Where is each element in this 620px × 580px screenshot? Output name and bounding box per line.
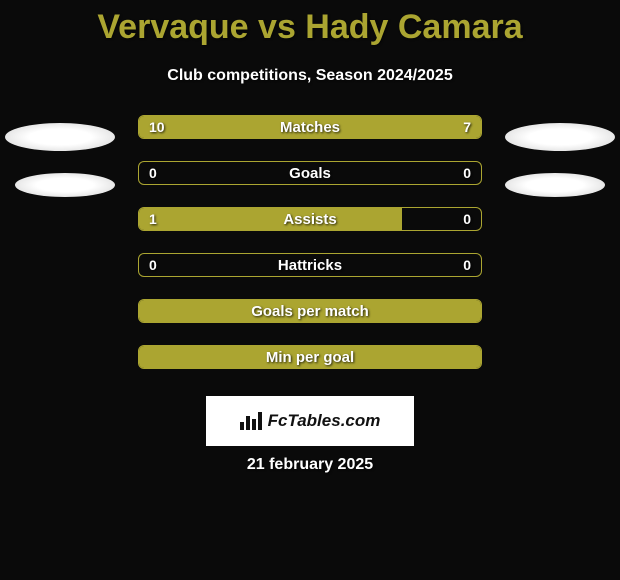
stat-label: Assists	[139, 208, 481, 230]
stat-row: Min per goal	[138, 345, 482, 369]
stat-label: Goals	[139, 162, 481, 184]
player-right-image-placeholder-2	[505, 173, 605, 197]
stat-value-left: 10	[149, 116, 165, 138]
comparison-subtitle: Club competitions, Season 2024/2025	[0, 67, 620, 85]
stat-row: Goals per match	[138, 299, 482, 323]
comparison-date: 21 february 2025	[0, 456, 620, 474]
stat-value-right: 0	[463, 208, 471, 230]
comparison-title: Vervaque vs Hady Camara	[0, 0, 620, 47]
badge-text: FcTables.com	[268, 411, 381, 431]
stat-value-right: 0	[463, 162, 471, 184]
stat-label: Goals per match	[139, 300, 481, 322]
stat-bars: Matches107Goals00Assists10Hattricks00Goa…	[138, 115, 482, 391]
player-right-image-placeholder-1	[505, 123, 615, 151]
stat-value-right: 7	[463, 116, 471, 138]
player-left-image-placeholder-2	[15, 173, 115, 197]
stat-value-left: 0	[149, 254, 157, 276]
bar-chart-icon	[240, 412, 262, 430]
stat-value-right: 0	[463, 254, 471, 276]
fctables-badge: FcTables.com	[206, 396, 414, 446]
stat-row: Matches10 7	[138, 115, 482, 139]
stat-value-left: 0	[149, 162, 157, 184]
stat-label: Matches	[139, 116, 481, 138]
stat-value-left: 1	[149, 208, 157, 230]
stat-label: Hattricks	[139, 254, 481, 276]
stat-row: Goals0 0	[138, 161, 482, 185]
player-left-image-placeholder-1	[5, 123, 115, 151]
stat-row: Assists1 0	[138, 207, 482, 231]
stat-label: Min per goal	[139, 346, 481, 368]
stat-row: Hattricks0 0	[138, 253, 482, 277]
